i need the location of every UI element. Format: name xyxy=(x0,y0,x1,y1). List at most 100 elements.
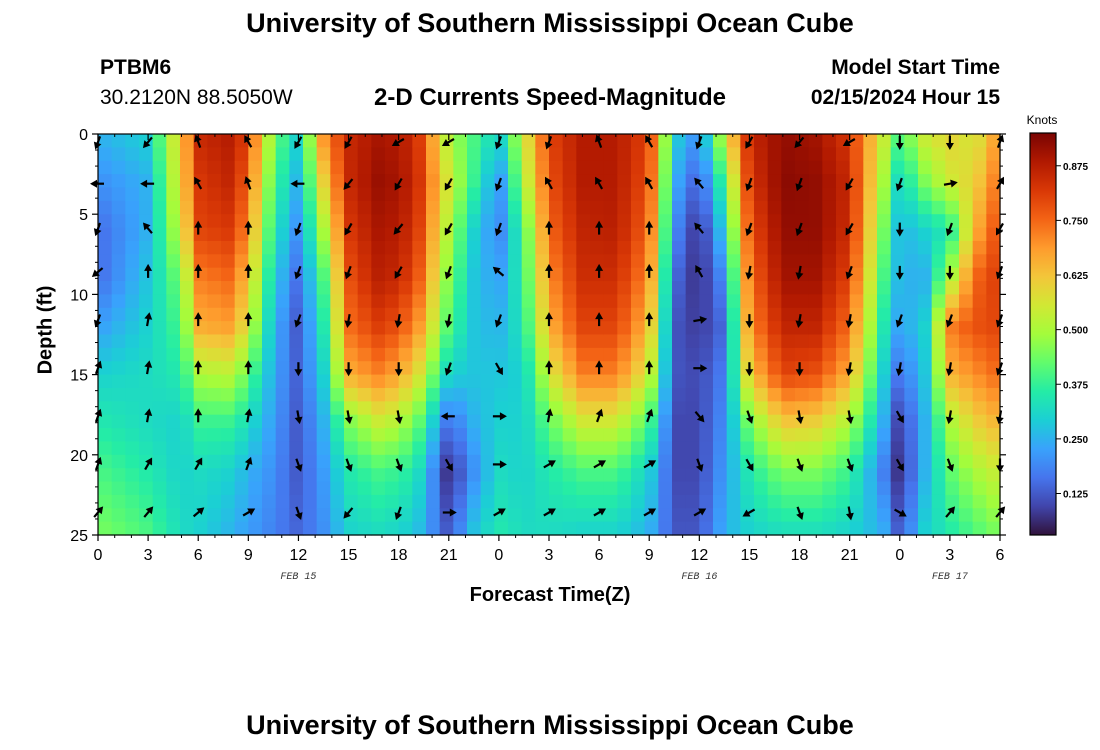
heatmap-cell xyxy=(781,401,796,416)
heatmap-cell xyxy=(672,387,687,402)
heatmap-cell xyxy=(344,240,359,255)
heatmap-cell xyxy=(986,267,1001,282)
heatmap-cell xyxy=(931,214,946,229)
page-title: University of Southern Mississippi Ocean… xyxy=(246,8,854,38)
heatmap-cell xyxy=(521,347,536,362)
heatmap-cell xyxy=(152,240,167,255)
heatmap-cell xyxy=(808,321,823,336)
heatmap-cell xyxy=(590,294,605,309)
heatmap-cell xyxy=(357,254,372,269)
heatmap-cell xyxy=(740,254,755,269)
heatmap-cell xyxy=(344,401,359,416)
heatmap-cell xyxy=(754,281,769,295)
heatmap-cell xyxy=(357,334,372,349)
heatmap-cell xyxy=(480,214,495,229)
heatmap-cell xyxy=(426,401,441,416)
heatmap-cell xyxy=(740,240,755,255)
heatmap-cell xyxy=(303,508,318,523)
heatmap-cell xyxy=(275,254,290,269)
heatmap-cell xyxy=(644,307,659,322)
heatmap-cell xyxy=(98,347,113,362)
heatmap-cell xyxy=(836,307,851,322)
heatmap-cell xyxy=(740,361,755,376)
heatmap-cell xyxy=(166,401,181,416)
current-arrow xyxy=(946,458,955,472)
heatmap-cell xyxy=(781,481,796,496)
heatmap-cell xyxy=(480,441,495,456)
heatmap-cell xyxy=(125,361,140,376)
heatmap-cell xyxy=(303,214,318,229)
heatmap-cell xyxy=(303,494,318,509)
heatmap-cell xyxy=(781,254,796,269)
current-arrow xyxy=(244,220,253,235)
current-arrow xyxy=(745,410,754,424)
heatmap-cell xyxy=(166,147,181,162)
heatmap-cell xyxy=(549,187,564,202)
heatmap-cell xyxy=(904,174,919,189)
heatmap-cell xyxy=(822,187,837,202)
heatmap-cell xyxy=(781,214,796,229)
heatmap-cell xyxy=(480,321,495,336)
current-arrow xyxy=(794,136,805,149)
heatmap-cell xyxy=(918,361,933,376)
heatmap-cell xyxy=(152,454,167,469)
heatmap-cell xyxy=(398,294,413,309)
heatmap-cell xyxy=(890,374,905,389)
heatmap-cell xyxy=(877,347,892,362)
current-arrow xyxy=(442,508,457,517)
heatmap-cell xyxy=(371,361,386,376)
heatmap-cell xyxy=(836,160,851,175)
heatmap-cell xyxy=(617,267,632,282)
heatmap-cell xyxy=(959,387,974,402)
heatmap-cell xyxy=(781,147,796,162)
heatmap-cell xyxy=(275,134,290,148)
heatmap-cell xyxy=(453,321,468,336)
heatmap-cell xyxy=(453,200,468,215)
heatmap-cell xyxy=(849,227,864,242)
heatmap-cell xyxy=(562,147,577,162)
heatmap-cell xyxy=(890,200,905,215)
heatmap-cell xyxy=(303,387,318,402)
heatmap-cell xyxy=(836,321,851,336)
heatmap-cell xyxy=(316,174,331,189)
current-arrow xyxy=(895,362,904,377)
heatmap-cell xyxy=(945,134,960,148)
heatmap-cell xyxy=(904,468,919,483)
heatmap-cell xyxy=(836,414,851,429)
heatmap-cell xyxy=(385,214,400,229)
heatmap-cell xyxy=(863,147,878,162)
heatmap-cell xyxy=(166,321,181,336)
heatmap-cell xyxy=(412,401,427,416)
heatmap-cell xyxy=(959,334,974,349)
heatmap-cell xyxy=(863,441,878,456)
heatmap-cell xyxy=(822,468,837,483)
heatmap-cell xyxy=(877,147,892,162)
current-arrow xyxy=(294,458,303,472)
heatmap-cell xyxy=(767,468,782,483)
heatmap-cell xyxy=(303,441,318,456)
heatmap-cell xyxy=(972,200,987,215)
heatmap-cell xyxy=(672,240,687,255)
heatmap-cell xyxy=(644,347,659,362)
heatmap-cell xyxy=(98,441,113,456)
heatmap-cell xyxy=(207,254,222,269)
heatmap-cell xyxy=(658,347,673,362)
heatmap-cell xyxy=(303,147,318,162)
heatmap-cell xyxy=(617,240,632,255)
heatmap-cell xyxy=(467,307,482,322)
heatmap-cell xyxy=(726,174,741,189)
heatmap-cell xyxy=(658,254,673,269)
heatmap-cell xyxy=(754,214,769,229)
current-arrow xyxy=(895,458,904,472)
heatmap-cell xyxy=(426,200,441,215)
heatmap-cell xyxy=(590,387,605,402)
heatmap-cell xyxy=(262,468,277,483)
heatmap-cell xyxy=(180,401,195,416)
heatmap-cell xyxy=(316,508,331,523)
current-arrow xyxy=(745,136,754,149)
heatmap-cell xyxy=(316,281,331,295)
heatmap-cell xyxy=(453,494,468,509)
heatmap-cell xyxy=(863,334,878,349)
heatmap-cell xyxy=(180,174,195,189)
current-arrow xyxy=(343,178,354,190)
